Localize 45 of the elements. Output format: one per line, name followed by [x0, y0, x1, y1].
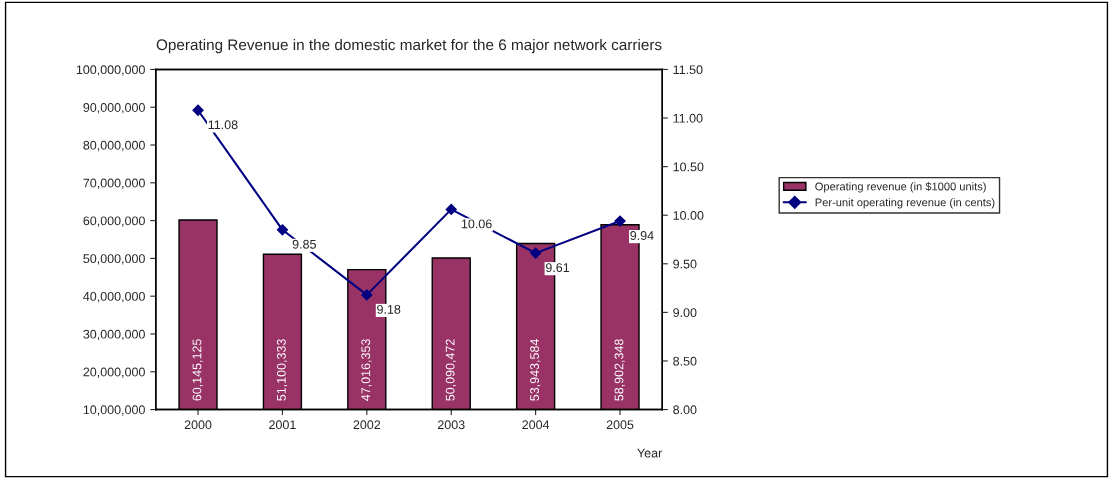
- chart-title: Operating Revenue in the domestic market for the 6 major network carriers: [156, 38, 662, 54]
- legend-label: Operating revenue (in $1000 units): [815, 182, 986, 193]
- point: [276, 224, 289, 236]
- data-label: 10.06: [461, 219, 492, 229]
- x-tick-label: 2002: [353, 420, 381, 430]
- y-tick-label: 40,000,000: [83, 291, 145, 303]
- x-tick-label: 2001: [269, 420, 296, 430]
- y-tick-label: 30,000,000: [83, 329, 145, 341]
- y-tick-label: 10,000,000: [83, 405, 145, 416]
- x-tick-label: 2000: [184, 420, 212, 430]
- data-label: 9.94: [630, 231, 654, 240]
- point: [530, 247, 542, 259]
- y2-tick-label: 10.50: [673, 162, 704, 172]
- y-tick-label: 60,000,000: [83, 216, 145, 227]
- data-label: 9.85: [292, 239, 316, 249]
- point: [192, 104, 204, 116]
- point: [445, 203, 457, 215]
- y2-tick-label: 11.00: [673, 113, 703, 123]
- y-tick-label: 70,000,000: [83, 178, 145, 189]
- data-label: 51,100,333: [276, 339, 288, 401]
- x-tick-label: 2004: [522, 420, 550, 430]
- y-tick-label: 20,000,000: [83, 367, 145, 378]
- data-label: 47,016,353: [361, 339, 372, 401]
- legend-label: Per-unit operating revenue (in cents): [815, 198, 995, 209]
- y2-tick-label: 9.50: [673, 259, 697, 269]
- y2-tick-label: 10.00: [673, 211, 704, 220]
- data-label: 11.08: [208, 120, 238, 130]
- data-label: 58,902,348: [614, 339, 625, 401]
- y2-tick-label: 9.00: [673, 308, 697, 318]
- y-tick-label: 80,000,000: [83, 140, 145, 152]
- y2-tick-label: 11.50: [673, 65, 703, 75]
- y-tick-label: 100,000,000: [76, 65, 145, 76]
- y2-tick-label: 8.50: [673, 356, 697, 366]
- data-label: 53,943,584: [530, 339, 541, 401]
- data-label: 9.61: [545, 263, 570, 273]
- data-label: 50,090,472: [445, 339, 457, 401]
- x-axis-title: Year: [637, 448, 663, 458]
- x-tick-label: 2005: [606, 420, 634, 430]
- y-tick-label: 90,000,000: [83, 103, 145, 114]
- y-tick-label: 50,000,000: [83, 254, 145, 265]
- data-label: 9.18: [377, 304, 401, 314]
- data-label: 60,145,125: [192, 339, 203, 401]
- point: [361, 289, 373, 301]
- y2-tick-label: 8.00: [673, 405, 697, 415]
- x-tick-label: 2003: [437, 420, 465, 430]
